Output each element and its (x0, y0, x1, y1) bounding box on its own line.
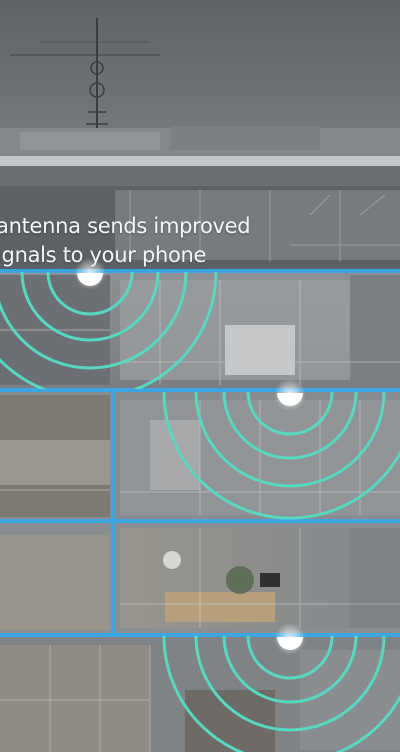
floor-outline-lines (0, 269, 400, 637)
top-floor (0, 186, 400, 272)
ceiling-node-icon (74, 258, 106, 290)
caption-line-1: antenna sends improved (0, 214, 251, 238)
floor-1-room (0, 272, 400, 390)
caption-line-2: ignals to your phone (0, 243, 207, 267)
ceiling-node-icon (274, 623, 306, 655)
feature-caption: antenna sends improved ignals to your ph… (0, 212, 251, 270)
signal-wave-icon (162, 392, 400, 520)
floor-3-room (0, 522, 400, 634)
floor-4-room (0, 636, 400, 752)
signal-wave-icon (162, 636, 400, 752)
floor-2-room (0, 392, 400, 520)
signal-wave-icon (0, 272, 218, 389)
ceiling-node-icon (274, 379, 306, 411)
roof-structure (0, 126, 400, 186)
